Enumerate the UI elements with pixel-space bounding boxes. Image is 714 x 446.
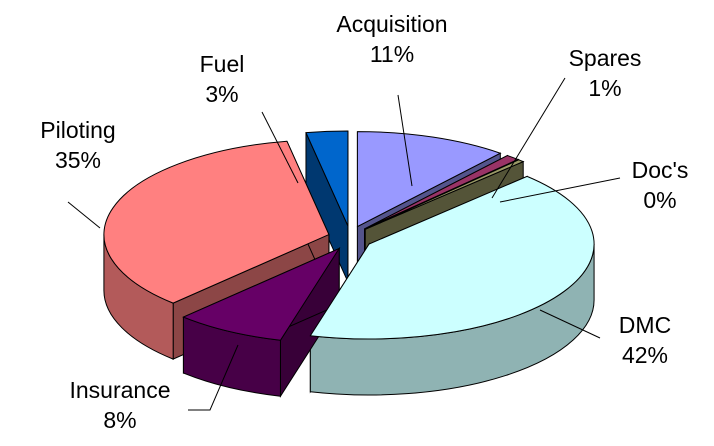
leader-line-doc-s xyxy=(499,177,621,203)
slice-value-insurance: 8% xyxy=(103,407,136,433)
slice-value-doc-s: 0% xyxy=(643,187,676,213)
pie-slice-piloting xyxy=(103,140,330,304)
leader-line-fuel xyxy=(261,111,299,184)
pie-slice-dmc xyxy=(309,175,595,340)
pie-slice-spares xyxy=(364,154,520,230)
slice-label-acquisition: Acquisition xyxy=(336,11,447,37)
slice-value-dmc: 42% xyxy=(622,342,668,368)
slice-label-dmc: DMC xyxy=(619,312,671,338)
slice-tops-layer xyxy=(103,130,595,341)
pie-slice-insurance xyxy=(182,247,341,341)
slice-value-piloting: 35% xyxy=(55,147,101,173)
leader-line-insurance xyxy=(188,344,239,411)
slice-label-fuel: Fuel xyxy=(200,51,245,77)
slice-label-piloting: Piloting xyxy=(40,117,115,143)
slice-labels-layer: Acquisition 11% Spares 1% Doc's 0% DMC 42% Insur… xyxy=(40,11,688,433)
slice-label-insurance: Insurance xyxy=(69,377,170,403)
slice-value-spares: 1% xyxy=(588,75,621,101)
slice-value-fuel: 3% xyxy=(205,81,238,107)
pie-slice-fuel xyxy=(305,130,349,227)
leader-line-piloting xyxy=(67,201,101,229)
leader-line-acquisition xyxy=(397,94,413,187)
slice-value-acquisition: 11% xyxy=(370,41,414,67)
pie-slice-acquisition xyxy=(356,131,502,228)
pie-slice-doc-s xyxy=(365,159,525,230)
leader-lines-layer xyxy=(67,77,621,411)
leader-line-dmc xyxy=(539,309,601,339)
leader-line-spares xyxy=(491,77,566,199)
slice-label-doc-s: Doc's xyxy=(632,157,689,183)
slice-label-spares: Spares xyxy=(569,45,642,71)
